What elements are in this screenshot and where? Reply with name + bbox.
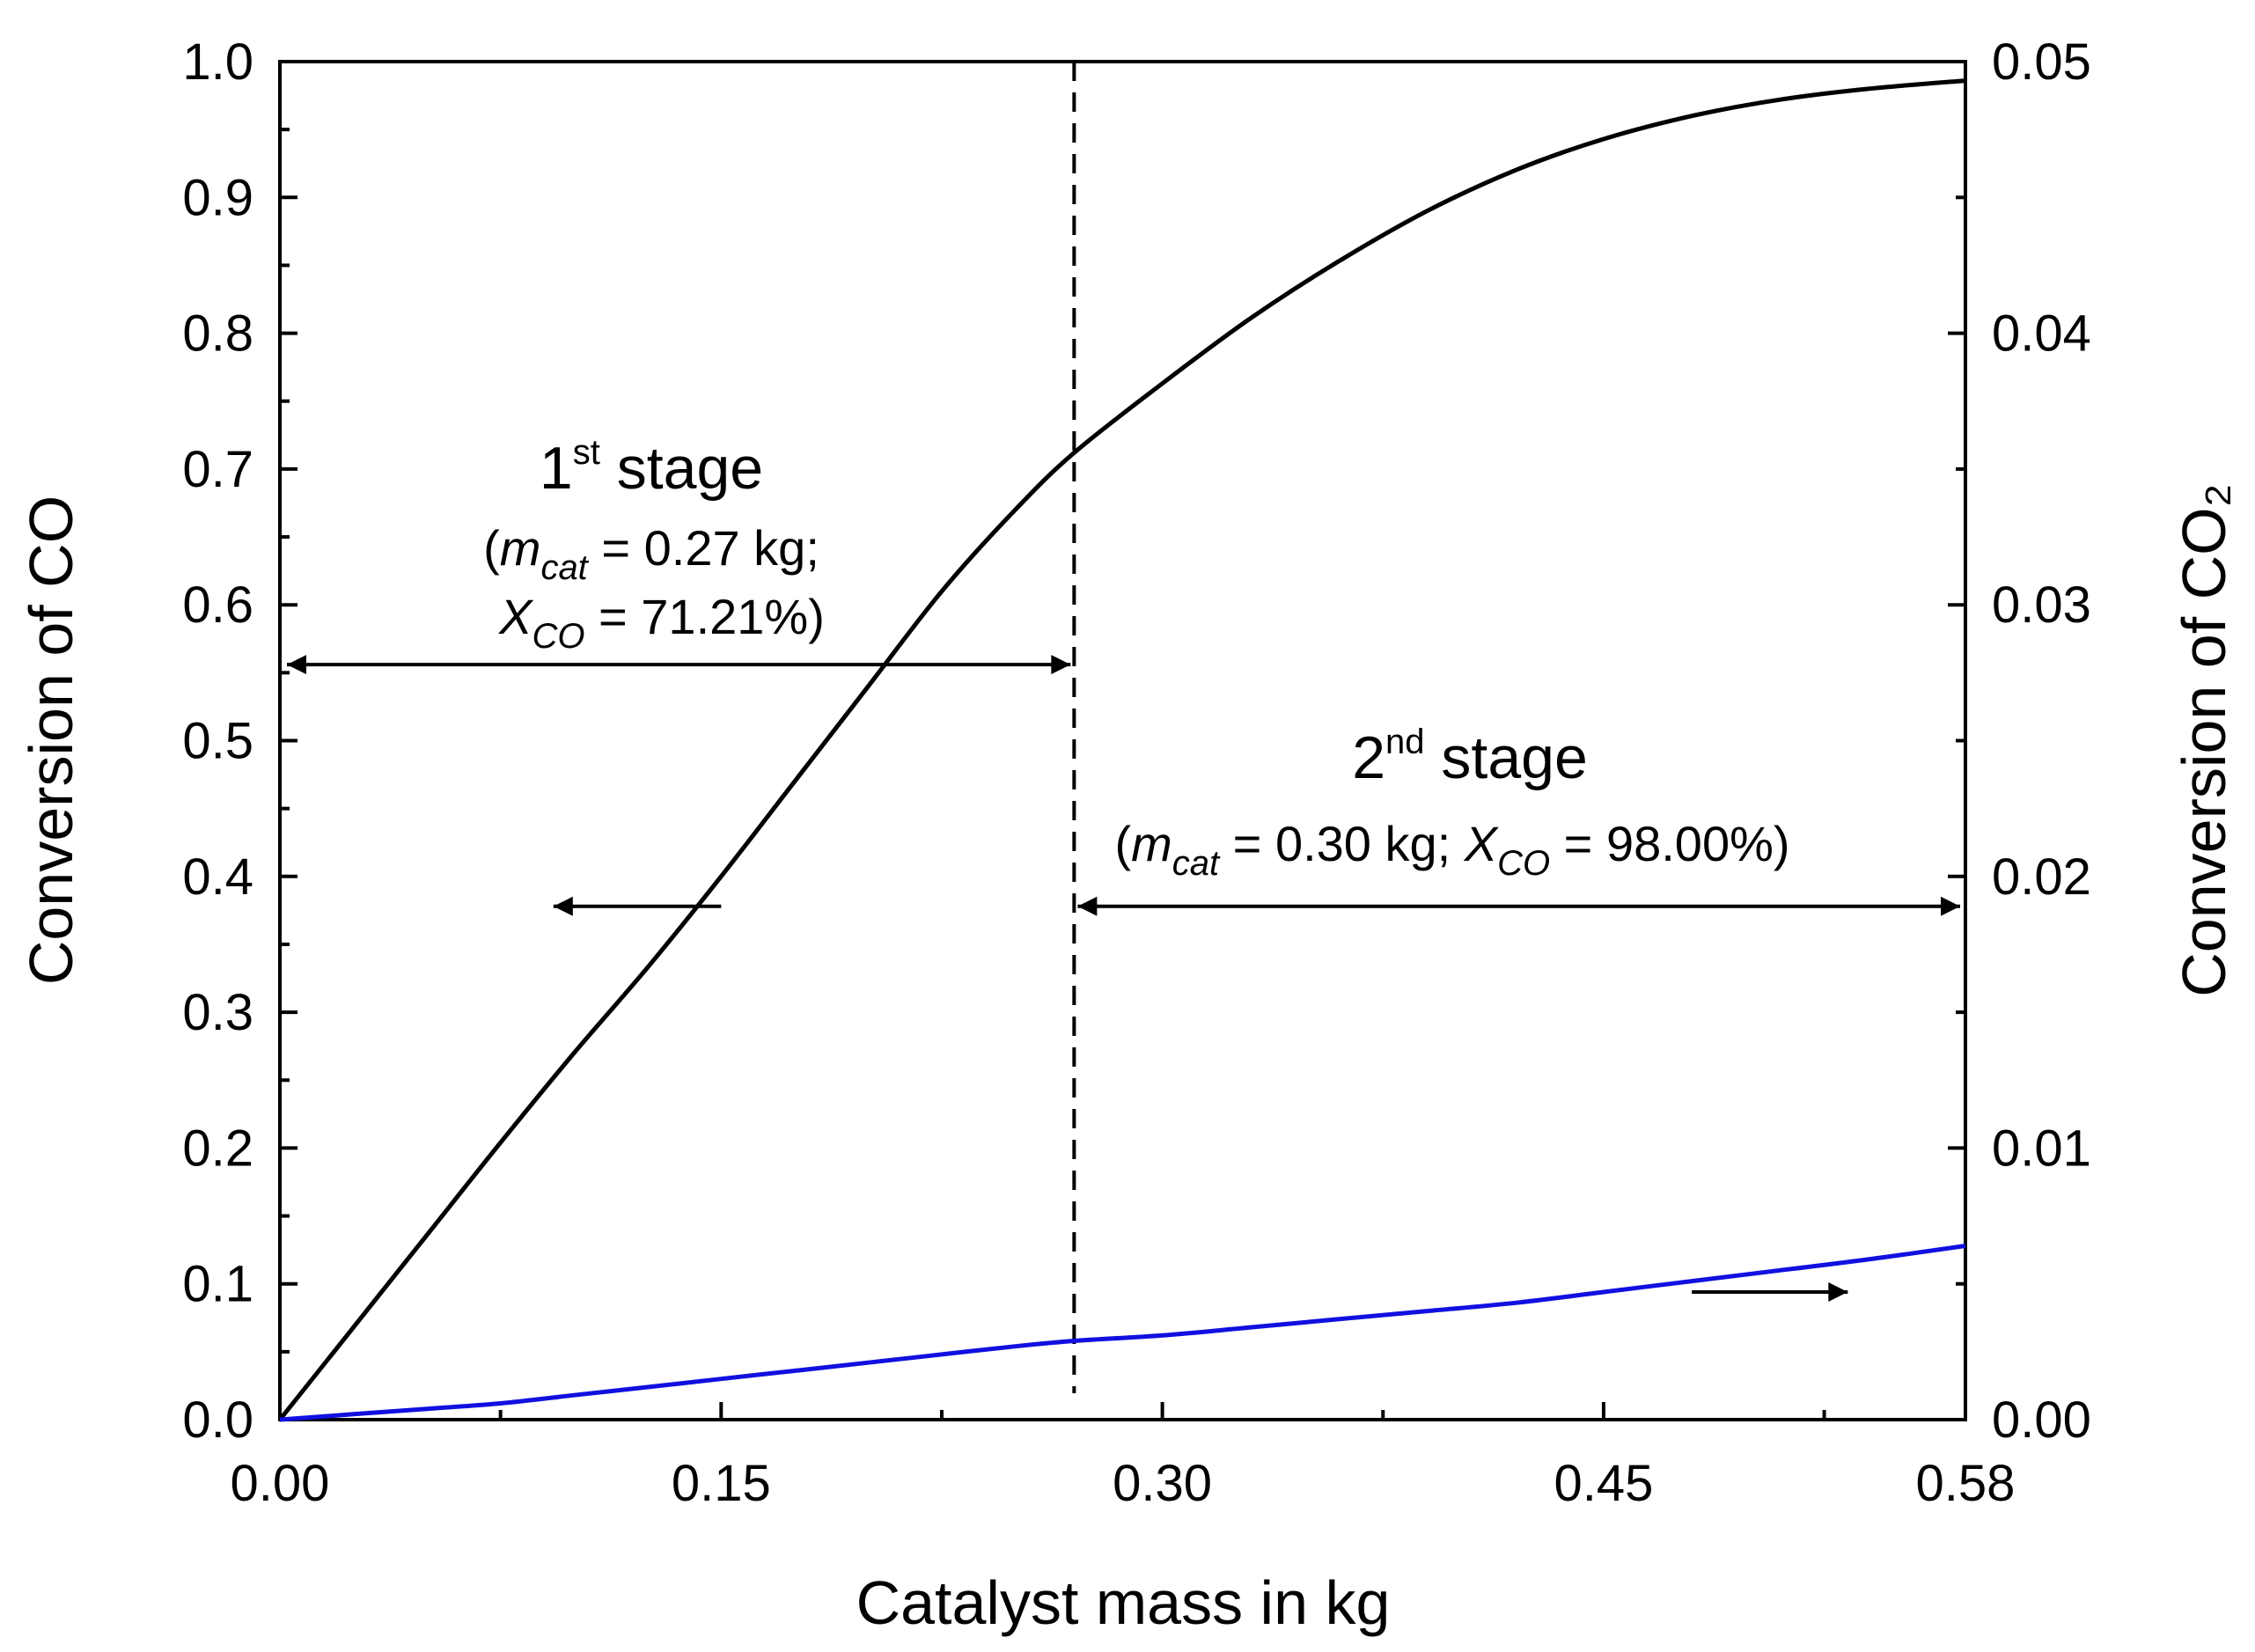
axis-tick-labels: 0.00 0.15 0.30 0.45 0.58 0.0 0.1 0.2 0.3 0.4 0.5 0.… [182, 33, 2091, 1512]
y-right-tick-label: 0.03 [1992, 576, 2091, 634]
x-tick-label: 0.15 [672, 1455, 771, 1512]
y-left-tick-label: 0.0 [182, 1391, 253, 1449]
stage2-note: (mcat = 0.30 kg; XCO = 98.00%) [1114, 816, 1789, 883]
x-tick-label: 0.00 [231, 1455, 330, 1512]
x-axis-title: Catalyst mass in kg [856, 1568, 1391, 1637]
x-tick-label: 0.58 [1916, 1455, 2016, 1512]
y-left-tick-label: 0.5 [182, 713, 253, 770]
co-conversion-line [278, 78, 1966, 1421]
y-right-tick-label: 0.04 [1992, 305, 2091, 363]
y-left-tick-label: 1.0 [182, 33, 253, 91]
y-left-tick-label: 0.7 [182, 441, 253, 498]
y-right-tick-label: 0.05 [1992, 33, 2091, 91]
stage1-x-symbol: X [497, 589, 534, 644]
stage2-x-sub: CO [1497, 844, 1550, 883]
y-left-tick-label: 0.4 [182, 848, 253, 906]
axis-ticks [278, 60, 1967, 1421]
stage2-m-value: = 0.30 kg; [1219, 816, 1465, 871]
stage1-sup: st [573, 433, 600, 472]
y-left-tick-label: 0.9 [182, 169, 253, 226]
y-right-tick-label: 0.01 [1992, 1120, 2091, 1177]
x-tick-label: 0.30 [1113, 1455, 1212, 1512]
stage1-open-paren: ( [483, 520, 500, 576]
stage1-x-value: = 71.21%) [584, 589, 824, 644]
stage1-x-sub: CO [532, 617, 584, 656]
stage1-mass-note: (mcat = 0.27 kg; [483, 520, 819, 587]
co2-conversion-line [279, 1244, 1966, 1422]
stage2-m-sub: cat [1172, 844, 1221, 883]
y-left-tick-label: 0.1 [182, 1256, 253, 1313]
stage2-m-symbol: m [1131, 816, 1172, 871]
y-axis-right-title: Conversion of CO₂ [2170, 483, 2238, 997]
stage1-conversion-note: XCO = 71.21%) [497, 589, 825, 656]
stage2-open-paren: ( [1114, 816, 1131, 871]
stage2-title: 2nd stage [1352, 723, 1588, 791]
y-right-tick-label: 0.00 [1992, 1391, 2091, 1449]
stage1-m-sub: cat [540, 548, 589, 587]
stage1-word: stage [600, 435, 763, 502]
stage1-title: 1st stage [540, 433, 763, 502]
y-left-tick-label: 0.8 [182, 305, 253, 363]
stage2-word: stage [1425, 724, 1588, 791]
y-right-tick-label: 0.02 [1992, 848, 2091, 906]
stage2-x-value: = 98.00%) [1550, 816, 1789, 871]
stage1-number: 1 [540, 435, 573, 502]
y-left-tick-label: 0.6 [182, 576, 253, 634]
y-left-tick-label: 0.2 [182, 1120, 253, 1177]
stage1-m-value: = 0.27 kg; [588, 520, 819, 576]
stage2-number: 2 [1352, 724, 1385, 791]
stage2-sup: nd [1385, 723, 1425, 761]
x-tick-label: 0.45 [1554, 1455, 1653, 1512]
y-axis-left-title: Conversion of CO [17, 496, 85, 985]
stage1-m-symbol: m [500, 520, 541, 576]
plot-frame [278, 60, 1967, 1421]
stage2-x-symbol: X [1463, 816, 1500, 871]
y-left-tick-label: 0.3 [182, 984, 253, 1041]
